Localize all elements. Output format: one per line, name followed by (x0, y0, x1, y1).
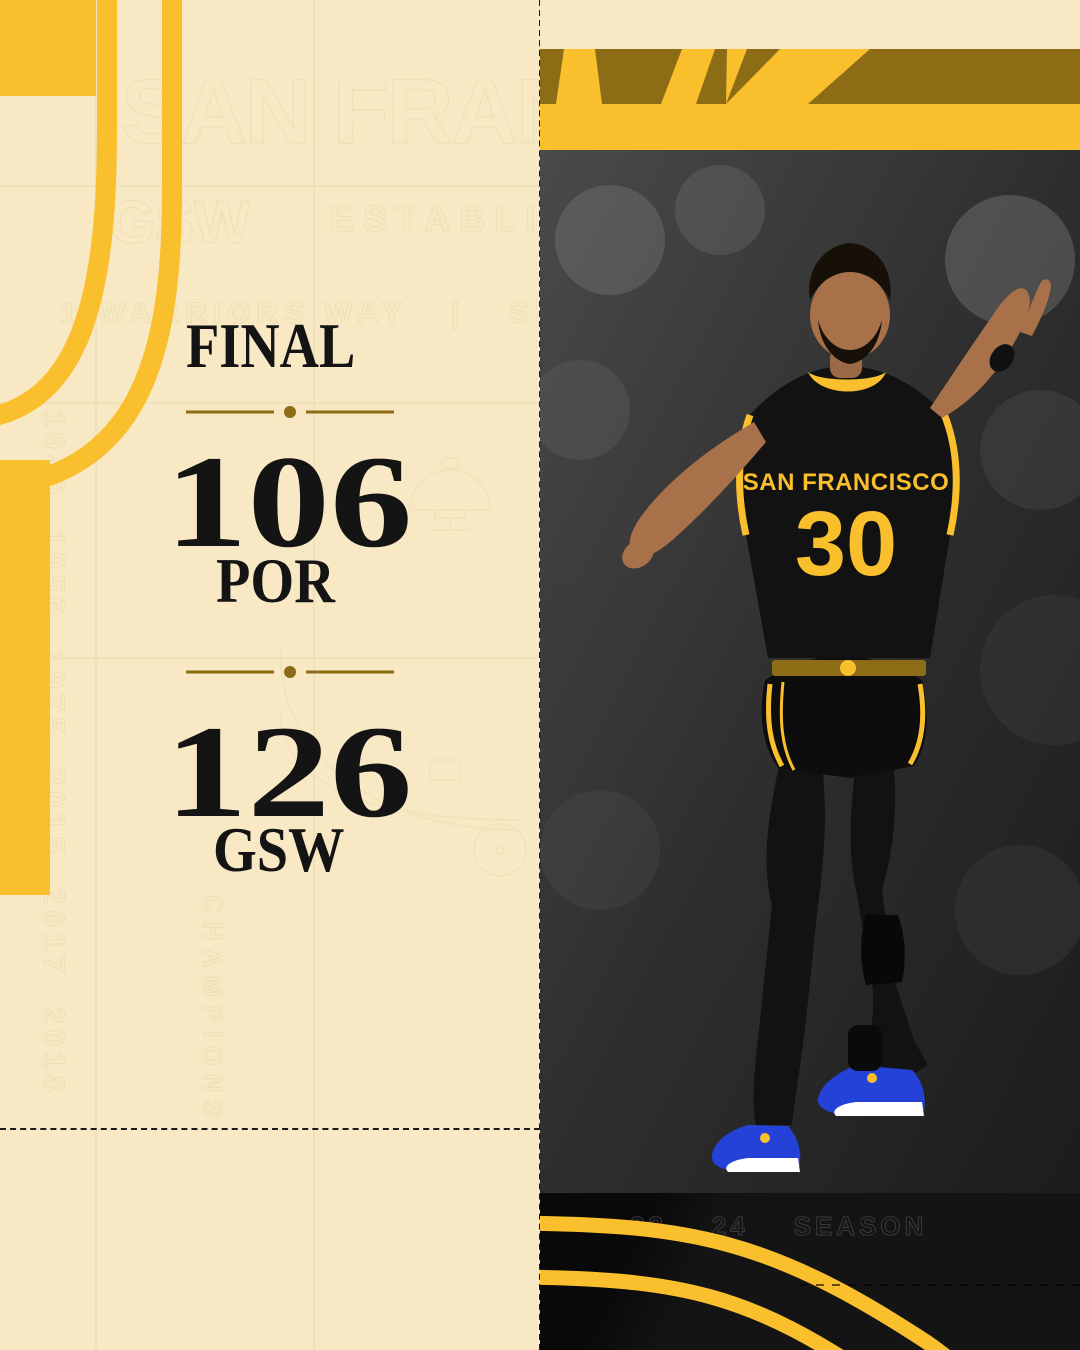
svg-text:SAN FRANCISCO: SAN FRANCISCO (743, 469, 950, 496)
svg-text:30: 30 (795, 493, 897, 595)
